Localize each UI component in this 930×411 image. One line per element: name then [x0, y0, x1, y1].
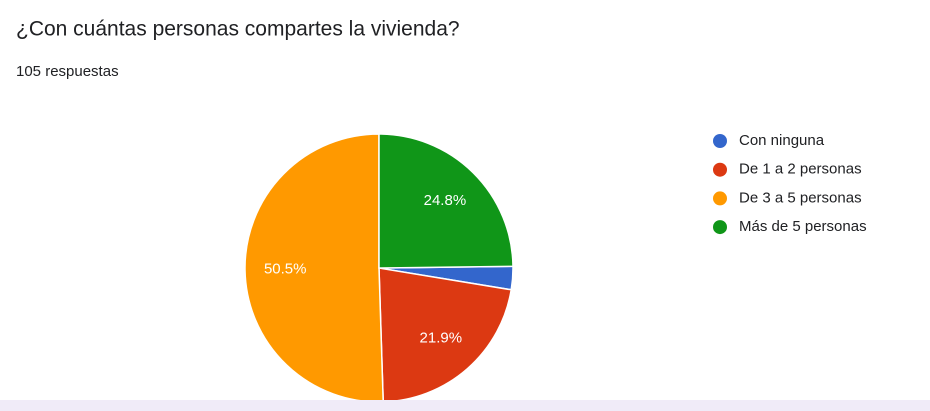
legend-swatch — [713, 220, 727, 235]
subtitle: 105 respuestas — [16, 63, 119, 80]
chart-title: ¿Con cuántas personas compartes la vivie… — [16, 18, 460, 41]
slice-label: 50.5% — [264, 260, 307, 277]
legend-label: De 1 a 2 personas — [739, 161, 862, 178]
slice-label: 24.8% — [424, 192, 467, 209]
legend-label: Más de 5 personas — [739, 218, 867, 235]
pie-slice — [378, 133, 514, 269]
legend-swatch — [713, 162, 727, 177]
legend-label: Con ninguna — [739, 132, 825, 149]
legend-label: De 3 a 5 personas — [739, 189, 862, 206]
legend-swatch — [713, 191, 727, 206]
legend: Con ninguna De 1 a 2 personas De 3 a 5 per… — [713, 132, 867, 235]
pie-slice — [244, 133, 384, 403]
footer-bar — [0, 400, 930, 411]
slice-label: 21.9% — [420, 330, 463, 347]
pie: 21.9% 50.5% 24.8% — [244, 133, 514, 403]
legend-swatch — [713, 134, 727, 148]
